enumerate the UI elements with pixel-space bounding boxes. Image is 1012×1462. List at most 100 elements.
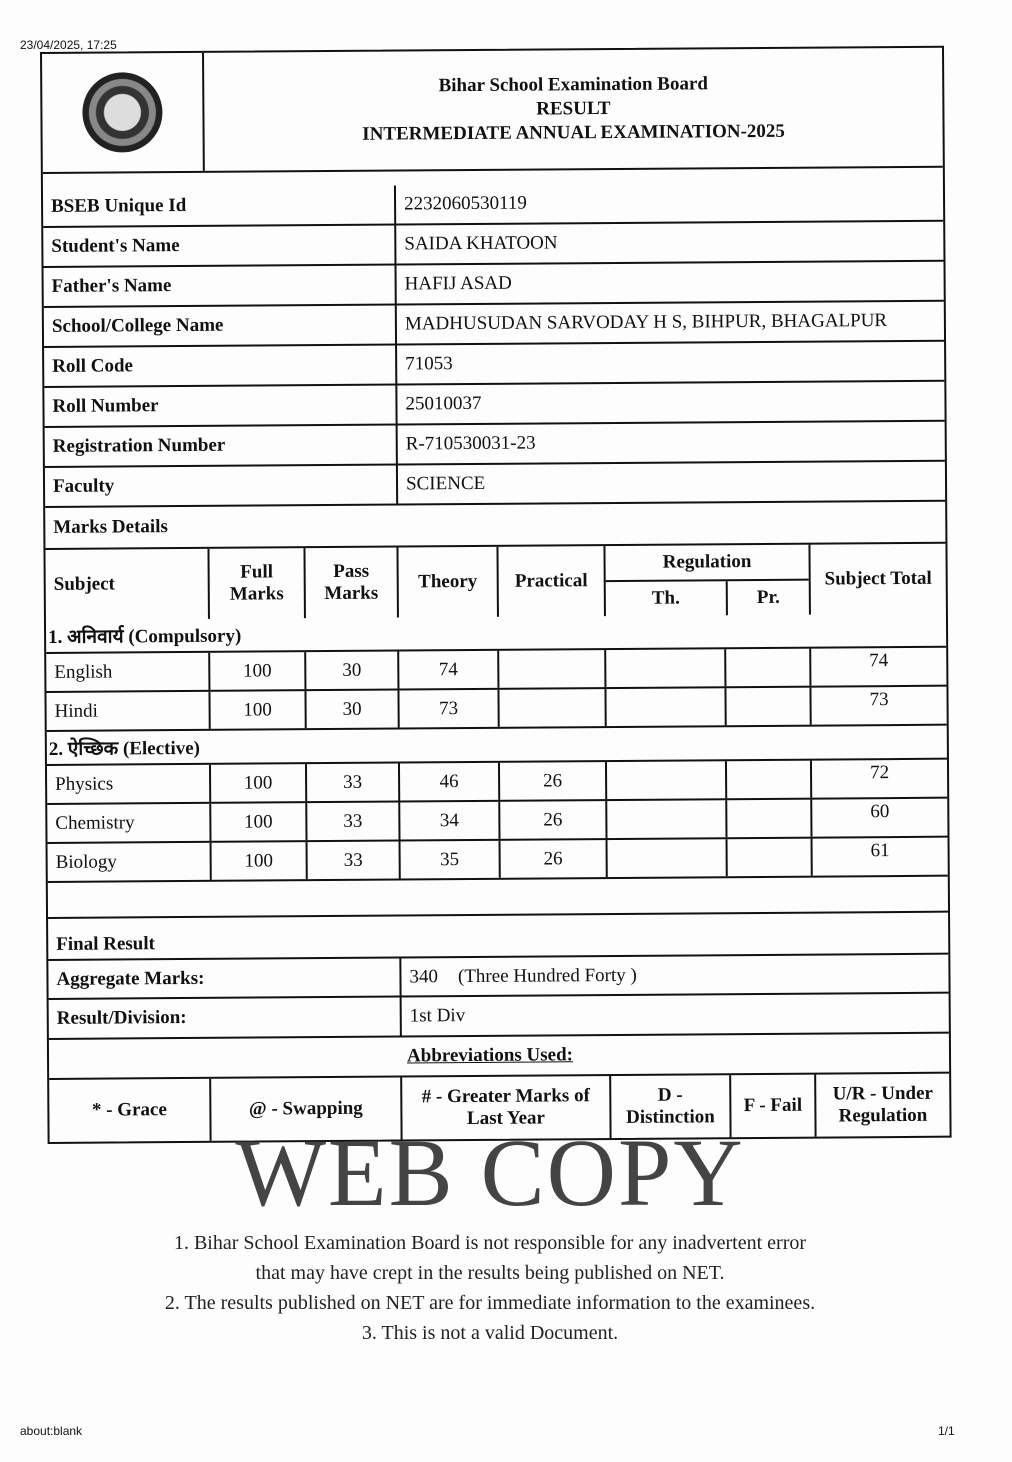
cell-pass: 33 <box>305 802 399 841</box>
cell-theory: 73 <box>397 689 498 728</box>
cell-total: 74 <box>809 647 947 686</box>
subject-row: English 100 30 74 74 <box>46 645 947 691</box>
division-label: Result/Division: <box>56 1007 187 1029</box>
watermark-note-1: 1. Bihar School Examination Board is not… <box>173 1232 807 1254</box>
cell-practical <box>497 650 605 688</box>
detail-label: Registration Number <box>52 434 226 457</box>
cell-name: Physics <box>55 773 114 795</box>
result-sheet: Bihar School Examination Board RESULT IN… <box>40 45 952 1144</box>
subject-group-label: 2. ऐच्छिक (Elective) <box>48 737 201 760</box>
cell-total: 72 <box>809 759 948 798</box>
detail-value: SAIDA KHATOON <box>394 221 944 264</box>
bseb-seal-icon <box>82 72 163 153</box>
aggregate-row: Aggregate Marks: 340 (Three Hundred Forty… <box>48 952 949 998</box>
board-name: Bihar School Examination Board <box>438 73 709 97</box>
cell-reg_th <box>604 688 725 727</box>
detail-row: School/College Name MADHUSUDAN SARVODAY H… <box>43 299 945 346</box>
col-full-marks: Full Marks <box>207 548 304 619</box>
web-copy-watermark: WEB COPY <box>235 1119 745 1226</box>
regulation-label: Regulation <box>605 544 809 583</box>
result-heading: RESULT <box>536 98 611 120</box>
sheet-header: Bihar School Examination Board RESULT IN… <box>42 47 943 172</box>
cell-reg_pr <box>725 799 811 838</box>
detail-row: Roll Code 71053 <box>44 339 945 386</box>
detail-row: Registration Number R-710530031-23 <box>44 419 945 466</box>
cell-total: 60 <box>810 798 948 837</box>
detail-value: 25010037 <box>395 381 945 424</box>
cell-pass: 33 <box>305 841 399 880</box>
cell-name: Hindi <box>54 700 98 722</box>
cell-theory: 35 <box>398 840 499 879</box>
subject-row: Physics 100 33 46 26 72 <box>46 757 948 803</box>
division-value: 1st Div <box>399 993 949 1036</box>
cell-pass: 30 <box>304 690 398 729</box>
aggregate-value: 340 <box>409 965 439 987</box>
subject-row: Hindi 100 30 73 73 <box>46 684 947 730</box>
abbreviations-title: Abbreviations Used: <box>406 1044 574 1067</box>
marks-title: Marks Details <box>53 516 168 538</box>
print-url: about:blank <box>20 1424 83 1438</box>
print-page-number: 1/1 <box>938 1424 955 1438</box>
cell-name: English <box>54 661 113 683</box>
cell-full: 100 <box>209 842 306 880</box>
marks-title-row: Marks Details <box>45 499 946 548</box>
detail-value: 71053 <box>395 341 945 384</box>
col-practical: Practical <box>496 546 604 617</box>
detail-row: Faculty SCIENCE <box>44 459 946 506</box>
cell-total: 73 <box>809 686 947 725</box>
detail-label: Roll Number <box>52 395 159 417</box>
detail-label: Roll Code <box>52 355 134 377</box>
detail-row: Roll Number 25010037 <box>44 379 945 426</box>
subject-row: Biology 100 33 35 26 61 <box>47 835 948 881</box>
bseb-logo-cell <box>42 53 203 172</box>
cell-reg_pr <box>724 648 810 687</box>
abbreviations-title-row: Abbreviations Used: <box>48 1031 950 1078</box>
detail-value: 2232060530119 <box>393 181 944 224</box>
division-row: Result/Division: 1st Div <box>48 991 949 1038</box>
cell-reg_th <box>604 761 726 800</box>
cell-reg_pr <box>724 687 810 726</box>
cell-name: Biology <box>55 850 117 873</box>
cell-reg_th <box>604 649 725 688</box>
spacer-row <box>47 874 949 917</box>
cell-name: Chemistry <box>55 811 135 834</box>
detail-row: Student's Name SAIDA KHATOON <box>43 219 944 266</box>
watermark-note-2: 2. The results published on NET are for … <box>164 1292 816 1314</box>
cell-practical: 26 <box>497 762 606 800</box>
detail-label: BSEB Unique Id <box>51 194 187 217</box>
detail-label: Father's Name <box>51 275 172 297</box>
col-subject-total: Subject Total <box>808 543 946 615</box>
col-reg-th: Th. <box>651 587 680 609</box>
subject-group-label: 1. अनिवार्य (Compulsory) <box>48 625 242 648</box>
watermark-note-3: 3. This is not a valid Document. <box>361 1322 619 1344</box>
cell-theory: 46 <box>397 762 499 801</box>
col-reg-pr: Pr. <box>725 580 809 616</box>
cell-reg_pr <box>725 838 811 877</box>
marks-header-row: Subject Full Marks Pass Marks Theory Pra… <box>45 541 946 620</box>
cell-full: 100 <box>208 652 305 690</box>
exam-name: INTERMEDIATE ANNUAL EXAMINATION-2025 <box>362 120 785 145</box>
col-regulation: Regulation Th. Pr. <box>603 544 809 617</box>
detail-row: Father's Name HAFIJ ASAD <box>43 259 944 306</box>
aggregate-value-cell: 340 (Three Hundred Forty ) <box>399 954 949 996</box>
col-subject: Subject <box>53 573 116 595</box>
cell-pass: 33 <box>304 763 399 802</box>
cell-reg_th <box>605 839 726 878</box>
detail-value: SCIENCE <box>395 461 946 504</box>
cell-pass: 30 <box>304 651 398 690</box>
col-theory: Theory <box>396 546 497 618</box>
col-pass-marks: Pass Marks <box>303 547 397 619</box>
detail-value: MADHUSUDAN SARVODAY H S, BIHPUR, BHAGALP… <box>394 301 945 344</box>
watermark-note-1b: that may have crept in the results being… <box>255 1262 725 1284</box>
cell-full: 100 <box>208 764 306 802</box>
aggregate-words: (Three Hundred Forty ) <box>457 964 637 987</box>
cell-full: 100 <box>208 691 305 729</box>
detail-label: Student's Name <box>51 235 180 257</box>
cell-practical: 26 <box>498 801 606 839</box>
cell-theory: 74 <box>397 650 498 689</box>
subject-row: Chemistry 100 33 34 26 60 <box>47 796 948 842</box>
detail-value: R-710530031-23 <box>395 421 945 464</box>
print-timestamp: 23/04/2025, 17:25 <box>20 38 117 52</box>
cell-practical: 26 <box>498 840 606 878</box>
